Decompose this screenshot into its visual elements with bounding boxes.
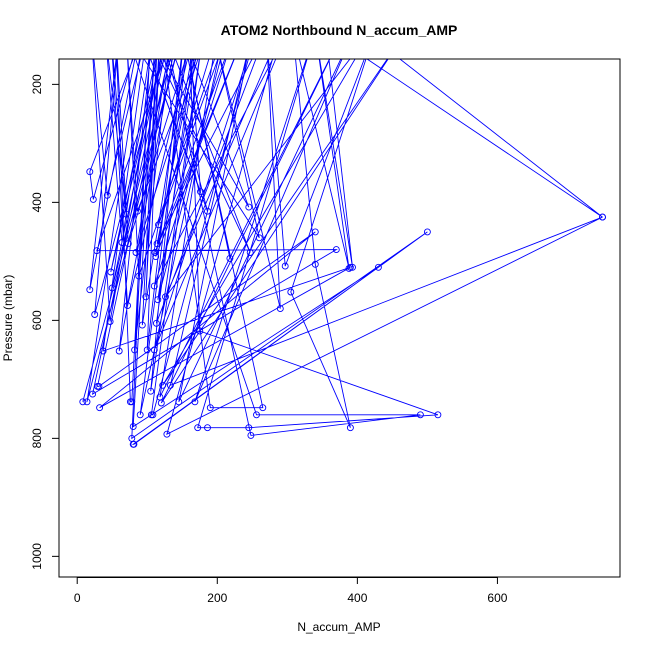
data-point <box>276 305 284 313</box>
data-point <box>151 249 159 256</box>
data-point <box>138 321 146 329</box>
x-axis: 0 200 400 600 <box>74 577 508 605</box>
data-point <box>194 424 202 432</box>
data-point <box>129 423 137 431</box>
data-point <box>159 381 167 389</box>
data-point <box>434 411 442 419</box>
data-point <box>99 347 107 355</box>
data-point <box>349 263 356 271</box>
data-point <box>83 398 91 406</box>
data-point <box>124 240 132 248</box>
data-point <box>311 228 319 236</box>
data-point <box>107 268 115 276</box>
data-point <box>226 254 234 262</box>
data-point <box>599 213 606 221</box>
x-tick-label: 600 <box>487 591 507 605</box>
data-point <box>91 311 99 318</box>
data-point <box>287 288 295 296</box>
data-point <box>162 293 169 301</box>
data-point <box>204 207 211 215</box>
y-tick-label: 800 <box>30 428 44 448</box>
data-point <box>245 203 253 211</box>
data-point <box>131 346 139 354</box>
data-point <box>86 286 94 294</box>
series-line <box>79 59 606 448</box>
data-point <box>149 411 157 419</box>
data-point <box>142 293 150 301</box>
plot-frame <box>58 58 621 578</box>
data-point <box>197 188 204 196</box>
data-point <box>106 318 114 325</box>
y-tick-label: 600 <box>30 310 44 330</box>
data-point <box>89 390 97 398</box>
data-point <box>155 221 162 229</box>
data-point <box>281 262 289 270</box>
data-point <box>150 282 158 290</box>
data-point <box>133 207 141 215</box>
data-point <box>191 398 199 406</box>
data-point <box>374 263 382 271</box>
data-point <box>246 249 254 256</box>
data-point <box>346 424 354 432</box>
data-point <box>128 398 136 406</box>
data-point <box>124 302 132 310</box>
x-axis-label: N_accum_AMP <box>297 620 380 634</box>
data-point <box>89 195 97 203</box>
data-point <box>345 264 353 272</box>
data-point <box>253 411 260 419</box>
y-tick-label: 400 <box>30 192 44 212</box>
data-point <box>163 430 171 438</box>
data-point <box>108 284 116 292</box>
data-point <box>93 247 101 255</box>
data-point <box>86 168 94 176</box>
data-point <box>157 399 165 407</box>
data-point <box>103 191 111 199</box>
series-path <box>82 59 603 445</box>
data-point <box>136 411 144 419</box>
data-point <box>175 398 183 406</box>
data-point <box>206 404 214 412</box>
data-point <box>332 246 340 254</box>
data-point <box>245 424 253 432</box>
y-axis: 200 400 600 800 1000 <box>30 74 59 570</box>
data-point <box>115 347 123 355</box>
data-point <box>423 228 431 236</box>
data-point <box>135 272 143 280</box>
data-point <box>132 249 140 256</box>
data-point <box>95 382 103 390</box>
data-point <box>147 387 155 395</box>
x-tick-label: 400 <box>347 591 367 605</box>
x-tick-label: 0 <box>74 591 81 605</box>
data-point <box>152 319 160 327</box>
data-point <box>96 404 104 412</box>
data-point <box>204 424 211 432</box>
x-tick-label: 200 <box>207 591 227 605</box>
data-point <box>255 234 263 242</box>
data-point <box>143 346 151 354</box>
data-point <box>346 263 354 271</box>
data-point <box>150 346 158 354</box>
y-tick-label: 1000 <box>30 543 44 570</box>
data-point <box>154 296 162 304</box>
data-point <box>259 404 267 412</box>
data-point <box>152 253 160 261</box>
data-point <box>247 431 255 439</box>
data-point <box>153 240 161 248</box>
y-axis-label: Pressure (mbar) <box>1 275 15 362</box>
data-point <box>118 239 126 246</box>
data-point <box>311 260 319 268</box>
data-point <box>122 210 130 218</box>
data-point <box>79 398 87 406</box>
data-point <box>416 411 424 419</box>
chart-title: ATOM2 Northbound N_accum_AMP <box>221 22 458 38</box>
data-point <box>166 381 174 389</box>
y-tick-label: 200 <box>30 74 44 94</box>
data-point <box>130 440 138 448</box>
data-point <box>196 327 204 335</box>
